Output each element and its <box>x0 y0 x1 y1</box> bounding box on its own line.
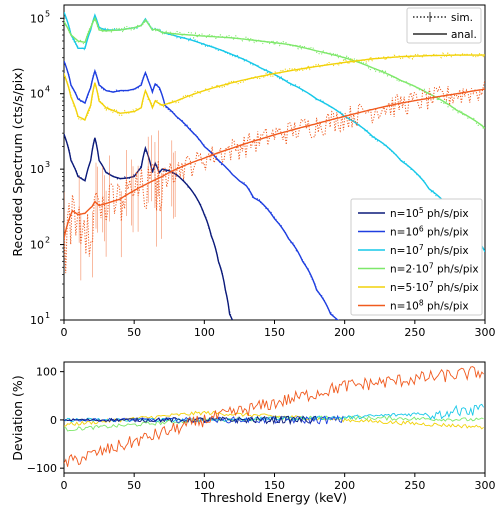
deviation-y-tick-label: 0 <box>50 414 57 427</box>
spectrum-x-tick-label: 300 <box>475 326 496 339</box>
spectrum-y-axis-label: Recorded Spectrum (cts/s/pix) <box>10 67 25 256</box>
spectrum-x-tick-label: 150 <box>264 326 285 339</box>
series-legend-label: n=107 ph/s/pix <box>390 243 469 257</box>
spectrum-sim-line <box>64 18 485 130</box>
spectrum-lines <box>64 12 485 320</box>
spectrum-y-tick-exponent: 5 <box>45 9 50 18</box>
style-legend-sim-label: sim. <box>451 12 473 24</box>
deviation-line <box>64 403 484 423</box>
spectrum-y-tick-label: 10 <box>30 163 44 176</box>
series-legend-frame <box>350 198 483 316</box>
deviation-x-tick-label: 0 <box>61 479 68 492</box>
spectrum-sim-line <box>64 133 232 316</box>
deviation-x-tick-label: 300 <box>475 479 496 492</box>
deviation-y-axis-label: Deviation (%) <box>10 375 25 460</box>
spectrum-sim-line <box>64 79 485 274</box>
spectrum-series-group <box>64 12 485 320</box>
spectrum-sim-line <box>64 52 485 123</box>
spectrum-x-tick-label: 200 <box>334 326 355 339</box>
style-legend: sim. anal. <box>406 7 482 44</box>
x-axis-label: Threshold Energy (keV) <box>200 490 347 505</box>
spectrum-x-tick-label: 250 <box>404 326 425 339</box>
spectrum-x-tick-label: 100 <box>194 326 215 339</box>
series-legend-label: n=2·107 ph/s/pix <box>390 262 479 276</box>
spectrum-x-tick-label: 0 <box>61 326 68 339</box>
deviation-panel: 0 50 100 150 200 250 300 −100 0 100 Deviation (%… <box>10 361 496 505</box>
deviation-x-tick-label: 50 <box>127 479 141 492</box>
deviation-line <box>64 366 484 467</box>
deviation-y-tick-label: 100 <box>36 366 57 379</box>
spectrum-analytic-line <box>64 54 485 121</box>
deviation-x-tick-label: 200 <box>334 479 355 492</box>
spectrum-y-tick-exponent: 3 <box>45 160 50 169</box>
series-legend-label: n=106 ph/s/pix <box>390 225 469 239</box>
style-legend-anal-label: anal. <box>451 29 477 41</box>
deviation-x-ticks: 0 50 100 150 200 250 300 <box>61 473 496 492</box>
deviation-lines <box>64 366 484 467</box>
spectrum-y-tick-label: 10 <box>30 88 44 101</box>
series-legend-label: n=105 ph/s/pix <box>390 206 469 220</box>
spectrum-y-tick-label: 10 <box>30 314 44 327</box>
spectrum-y-tick-exponent: 2 <box>45 236 50 245</box>
deviation-y-ticks: −100 0 100 <box>27 366 64 475</box>
spectrum-x-tick-label: 50 <box>127 326 141 339</box>
spectrum-y-tick-exponent: 4 <box>45 85 50 94</box>
series-legend: n=105 ph/s/pix n=106 ph/s/pix n=107 ph/s/p… <box>350 198 483 316</box>
deviation-x-tick-label: 150 <box>264 479 285 492</box>
spectrum-y-tick-label: 10 <box>30 239 44 252</box>
spectrum-sim-line <box>64 60 338 320</box>
spectrum-analytic-line <box>64 88 485 239</box>
series-legend-items: n=105 ph/s/pix n=106 ph/s/pix n=107 ph/s/p… <box>358 206 479 313</box>
spectrum-x-ticks: 0 50 100 150 200 250 300 <box>61 320 496 339</box>
series-legend-label: n=108 ph/s/pix <box>390 299 469 313</box>
series-legend-label: n=5·107 ph/s/pix <box>390 280 479 294</box>
spectrum-y-tick-label: 10 <box>30 12 44 25</box>
spectrum-y-tick-exponent: 1 <box>45 311 50 320</box>
deviation-series-group <box>64 366 484 467</box>
deviation-y-tick-label: −100 <box>27 462 57 475</box>
deviation-x-tick-label: 250 <box>404 479 425 492</box>
deviation-x-tick-label: 100 <box>194 479 215 492</box>
